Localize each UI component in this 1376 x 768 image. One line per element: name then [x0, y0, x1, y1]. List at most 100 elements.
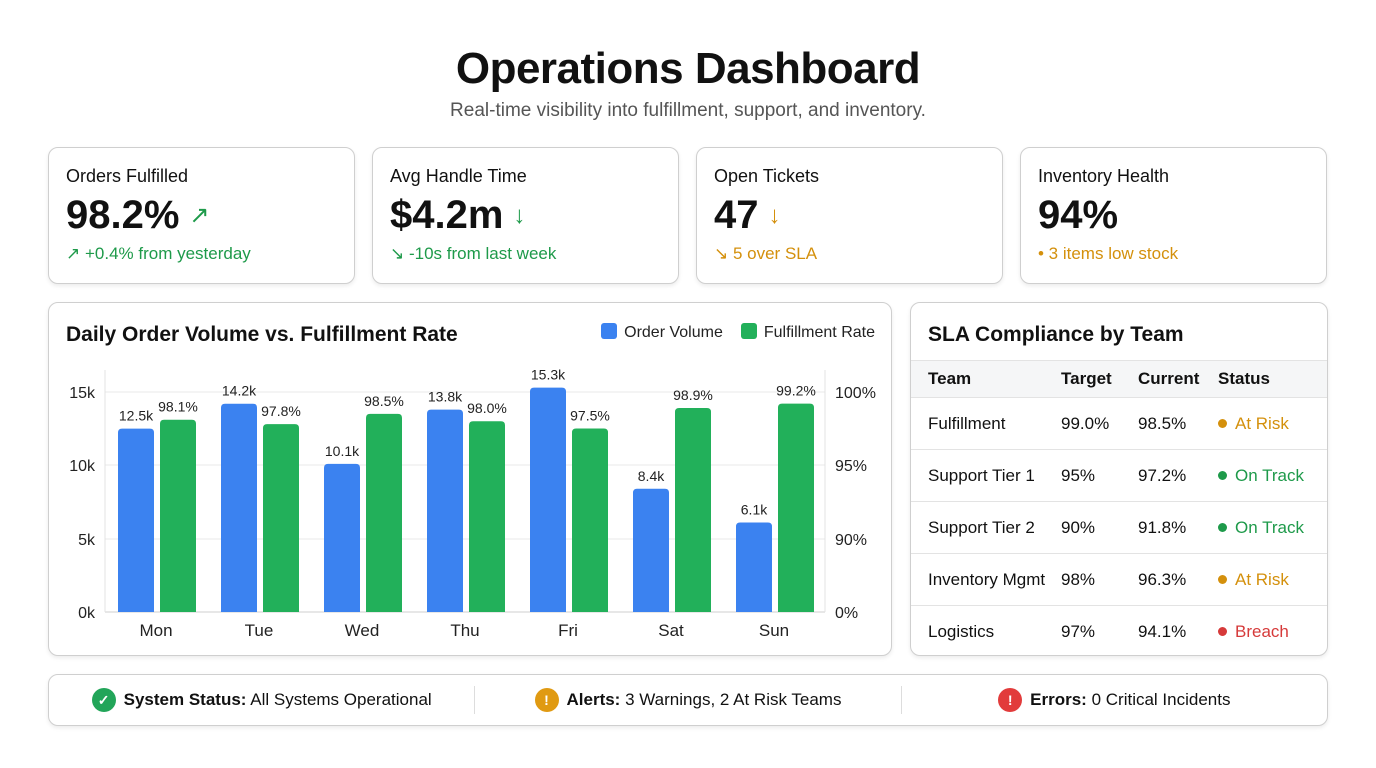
left-tick-label: 15k [69, 385, 96, 402]
data-label: 99.2% [776, 383, 816, 399]
data-label: 97.5% [570, 408, 610, 424]
table-row[interactable]: Logistics 97% 94.1% Breach [911, 605, 1327, 655]
x-tick-label: Sun [759, 621, 789, 640]
table-row[interactable]: Fulfillment 99.0% 98.5% At Risk [911, 397, 1327, 450]
status-dot-icon [1218, 626, 1227, 636]
error-icon: ! [998, 688, 1023, 712]
data-label: 97.8% [261, 403, 301, 419]
divider [900, 686, 902, 714]
target-cell: 95% [1061, 449, 1138, 502]
status-item: ! Errors: 0 Critical Incidents [902, 688, 1327, 712]
col-team: Team [911, 360, 1061, 398]
data-label: 8.4k [638, 468, 665, 484]
page-title: Operations Dashboard [455, 44, 921, 93]
data-label: 13.8k [428, 389, 463, 405]
order-volume-bar [118, 428, 154, 612]
team-cell: Inventory Mgmt [911, 553, 1061, 606]
legend-order-volume[interactable]: Order Volume [601, 323, 723, 342]
kpi-value: 98.2% [66, 193, 180, 237]
status-label: At Risk [1235, 413, 1289, 433]
right-tick-label: 90% [835, 532, 867, 549]
status-cell: At Risk [1218, 397, 1327, 450]
table-row[interactable]: Support Tier 2 90% 91.8% On Track [911, 501, 1327, 554]
current-cell: 96.3% [1138, 553, 1218, 606]
data-label: 15.3k [531, 367, 566, 383]
chart-title: Daily Order Volume vs. Fulfillment Rate [66, 323, 458, 346]
trend-arrow-icon: ↗ [189, 202, 210, 229]
status-cell: On Track [1218, 501, 1327, 554]
x-tick-label: Mon [139, 621, 172, 640]
data-label: 98.0% [467, 400, 507, 416]
status-dot-icon [1218, 470, 1227, 480]
order-volume-bar [530, 387, 566, 612]
x-tick-label: Fri [558, 621, 578, 640]
order-volume-bar [221, 403, 257, 612]
status-label: System Status: [123, 690, 247, 709]
data-label: 6.1k [741, 502, 768, 518]
status-label: On Track [1235, 465, 1304, 485]
warning-icon: ! [534, 688, 559, 712]
sla-card: SLA Compliance by Team Team Target Curre… [910, 302, 1328, 656]
kpi-note: ↘ -10s from last week [390, 244, 557, 263]
legend-fulfillment-rate[interactable]: Fulfillment Rate [740, 323, 875, 342]
fulfillment-rate-bar [469, 421, 505, 612]
team-cell: Logistics [911, 605, 1061, 655]
right-tick-label: 100% [835, 385, 876, 402]
data-label: 10.1k [325, 443, 360, 459]
status-bar: ✓ System Status: All Systems Operational!… [48, 674, 1328, 726]
check-icon: ✓ [91, 688, 116, 712]
sla-table: Team Target Current Status Fulfillment 9… [911, 360, 1327, 655]
kpi-card: Avg Handle Time $4.2m ↓ ↘ -10s from last … [372, 147, 679, 284]
x-tick-label: Thu [450, 621, 479, 640]
current-cell: 98.5% [1138, 397, 1218, 450]
status-item: ✓ System Status: All Systems Operational [49, 688, 474, 712]
order-volume-bar [427, 409, 463, 612]
target-cell: 99.0% [1061, 397, 1138, 450]
status-value: 3 Warnings, 2 At Risk Teams [625, 690, 842, 709]
kpi-label: Inventory Health [1038, 166, 1170, 186]
kpi-label: Open Tickets [714, 166, 820, 186]
left-tick-label: 5k [78, 532, 96, 549]
chart-legend: Order Volume Fulfillment Rate [601, 323, 875, 342]
fulfillment-rate-bar [160, 419, 196, 612]
status-label: Errors: [1030, 690, 1087, 709]
order-volume-bar [736, 522, 772, 612]
fulfillment-rate-bar [675, 408, 711, 612]
kpi-card: Open Tickets 47 ↓ ↘ 5 over SLA [696, 147, 1003, 284]
kpi-label: Orders Fulfilled [66, 166, 189, 186]
order-volume-bar [324, 463, 360, 612]
data-label: 12.5k [119, 408, 154, 424]
table-row[interactable]: Support Tier 1 95% 97.2% On Track [911, 449, 1327, 502]
team-cell: Support Tier 1 [911, 449, 1061, 502]
kpi-note: ↗ +0.4% from yesterday [66, 244, 251, 263]
col-target: Target [1061, 360, 1138, 398]
kpi-value: 94% [1038, 193, 1119, 237]
x-tick-label: Sat [658, 621, 684, 640]
kpi-value: $4.2m [390, 193, 504, 237]
right-tick-label: 0% [835, 605, 858, 622]
fulfillment-rate-bar [572, 428, 608, 612]
status-cell: Breach [1218, 605, 1327, 655]
status-label: Breach [1235, 621, 1289, 641]
target-cell: 97% [1061, 605, 1138, 655]
status-dot-icon [1218, 522, 1227, 532]
left-tick-label: 10k [69, 458, 96, 475]
status-item: ! Alerts: 3 Warnings, 2 At Risk Teams [475, 688, 900, 712]
kpi-label: Avg Handle Time [390, 166, 527, 186]
kpi-card: Orders Fulfilled 98.2% ↗ ↗ +0.4% from yes… [48, 147, 355, 284]
team-cell: Support Tier 2 [911, 501, 1061, 554]
data-label: 14.2k [222, 383, 257, 399]
x-tick-label: Tue [245, 621, 274, 640]
kpi-note: ↘ 5 over SLA [714, 244, 818, 263]
left-tick-label: 0k [78, 605, 96, 622]
status-cell: On Track [1218, 449, 1327, 502]
right-tick-label: 95% [835, 458, 867, 475]
target-cell: 90% [1061, 501, 1138, 554]
fulfillment-rate-bar [366, 413, 402, 612]
order-volume-bar [633, 488, 669, 612]
current-cell: 94.1% [1138, 605, 1218, 655]
team-cell: Fulfillment [911, 397, 1061, 450]
kpi-note: • 3 items low stock [1038, 244, 1179, 263]
table-row[interactable]: Inventory Mgmt 98% 96.3% At Risk [911, 553, 1327, 606]
